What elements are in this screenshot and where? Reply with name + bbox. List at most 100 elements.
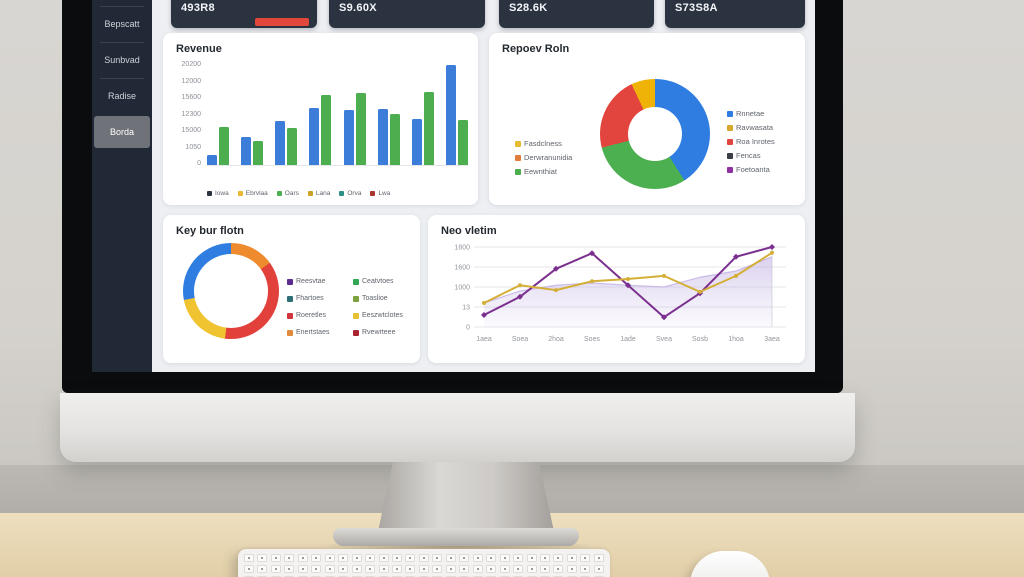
- bar: [287, 128, 298, 165]
- keyboard-key: [539, 554, 550, 562]
- legend-marker: [237, 191, 243, 196]
- stat-card: S28.6K: [499, 0, 654, 28]
- legend-label: Enertstaes: [296, 329, 330, 336]
- legend-item: Ebrvlaa: [237, 190, 268, 197]
- legend-label: Roeretles: [296, 312, 326, 319]
- bar: [241, 137, 252, 165]
- legend-marker: [727, 152, 733, 159]
- card-title: Revenue: [176, 43, 222, 55]
- legend-item: Enertstaes: [287, 324, 353, 341]
- stat-card: S9.60X: [329, 0, 485, 28]
- bar-group: [309, 95, 332, 165]
- keyboard-keys: [244, 554, 604, 577]
- bar: [343, 110, 354, 165]
- svg-text:Soes: Soes: [584, 336, 600, 343]
- legend-label: Fasdclness: [524, 139, 562, 148]
- legend-label: Foetoanta: [736, 165, 770, 174]
- bar: [377, 109, 388, 165]
- revenue-card: Revenue 20200 12000 15600 12300 15000 1050 0 I…: [163, 33, 478, 205]
- keyboard-key: [324, 554, 335, 562]
- dashboard-main: 493R8 S9.60X S28.6K S73S8A Revenue 20200…: [152, 0, 815, 372]
- keyboard-key: [284, 554, 295, 562]
- sidebar-item-borda-active[interactable]: Borda: [94, 116, 150, 148]
- svg-text:13: 13: [462, 305, 470, 312]
- bar: [445, 65, 456, 165]
- legend-label: Iowa: [215, 190, 229, 197]
- keyboard-key: [486, 554, 497, 562]
- bar: [321, 95, 332, 165]
- legend-item: Oars: [276, 190, 299, 197]
- stat-value: S28.6K: [509, 2, 548, 14]
- bar: [275, 121, 286, 165]
- card-title: Key bur flotn: [176, 225, 244, 237]
- sidebar-item-bepscatt[interactable]: Bepscatt: [92, 6, 152, 42]
- legend-label: Ceatvtoes: [362, 278, 394, 285]
- keyboard-key: [499, 554, 510, 562]
- bar-group: [241, 137, 264, 165]
- bar: [423, 92, 434, 165]
- keyboard-key: [472, 554, 483, 562]
- bar-group: [445, 65, 468, 165]
- legend-item: Foetoanta: [727, 165, 775, 174]
- legend-marker: [287, 295, 293, 302]
- keyboard-key: [580, 554, 591, 562]
- keyboard-key: [593, 565, 604, 573]
- keyboard-key: [284, 565, 295, 573]
- bar-chart-plot: [207, 65, 468, 166]
- keyboard-key: [432, 554, 443, 562]
- keyboard-key: [405, 554, 416, 562]
- monitor-stand-neck: [377, 462, 555, 536]
- ring-pie-card: Key bur flotn Reesvtae Ceatvtoes Fhartoes T…: [163, 215, 420, 363]
- legend-marker: [353, 278, 359, 285]
- donut-hole: [628, 107, 682, 161]
- ring-pie-hole: [194, 254, 268, 328]
- legend-marker: [353, 329, 359, 336]
- legend-marker: [515, 154, 521, 161]
- legend-label: Lwa: [378, 190, 391, 197]
- legend-marker: [307, 191, 313, 196]
- keyboard-key: [257, 565, 268, 573]
- svg-text:Sosb: Sosb: [692, 336, 708, 343]
- legend-item: Iowa: [207, 190, 229, 197]
- legend-item: Lwa: [370, 190, 390, 197]
- legend-item: Fasdclness: [515, 139, 572, 148]
- bar: [355, 93, 366, 165]
- keyboard-key: [513, 565, 524, 573]
- legend-label: Rnnetae: [736, 109, 765, 118]
- legend-item: Orva: [339, 190, 361, 197]
- keyboard-key: [391, 554, 402, 562]
- donut-chart: [600, 79, 710, 189]
- legend-item: Lana: [307, 190, 330, 197]
- svg-text:3aea: 3aea: [764, 336, 780, 343]
- legend-item: Roeretles: [287, 307, 353, 324]
- svg-text:1800: 1800: [454, 245, 470, 252]
- sidebar-item-sunbvad[interactable]: Sunbvad: [92, 42, 152, 78]
- legend-label: Derwranunidia: [524, 153, 573, 162]
- svg-text:1aea: 1aea: [476, 336, 492, 343]
- keyboard-key: [580, 565, 591, 573]
- legend-label: Fencas: [736, 151, 761, 160]
- keyboard-key: [324, 565, 335, 573]
- line-chart-card: Neo vletim 1800 1600 1000 13 0 1aea Soea 2hoa So…: [428, 215, 805, 363]
- keyboard-key: [338, 554, 349, 562]
- keyboard-key: [297, 565, 308, 573]
- keyboard-key: [378, 554, 389, 562]
- svg-text:2hoa: 2hoa: [548, 336, 564, 343]
- sidebar-item-radise[interactable]: Radise: [92, 78, 152, 114]
- stat-value: S73S8A: [675, 2, 718, 14]
- keyboard-key: [459, 565, 470, 573]
- keyboard-key: [297, 554, 308, 562]
- keyboard-key: [566, 554, 577, 562]
- legend-marker: [515, 140, 521, 147]
- keyboard-key: [553, 565, 564, 573]
- legend-label: Ravwasata: [736, 123, 774, 132]
- legend-label: Ebrvlaa: [245, 190, 268, 197]
- keyboard-key: [418, 565, 429, 573]
- legend-label: Rvewrteee: [362, 329, 396, 336]
- legend-marker: [727, 166, 733, 173]
- legend-marker: [276, 191, 282, 196]
- bar: [309, 108, 320, 165]
- keyboard: [238, 549, 610, 577]
- bar-group: [411, 92, 434, 165]
- svg-text:Svea: Svea: [656, 336, 672, 343]
